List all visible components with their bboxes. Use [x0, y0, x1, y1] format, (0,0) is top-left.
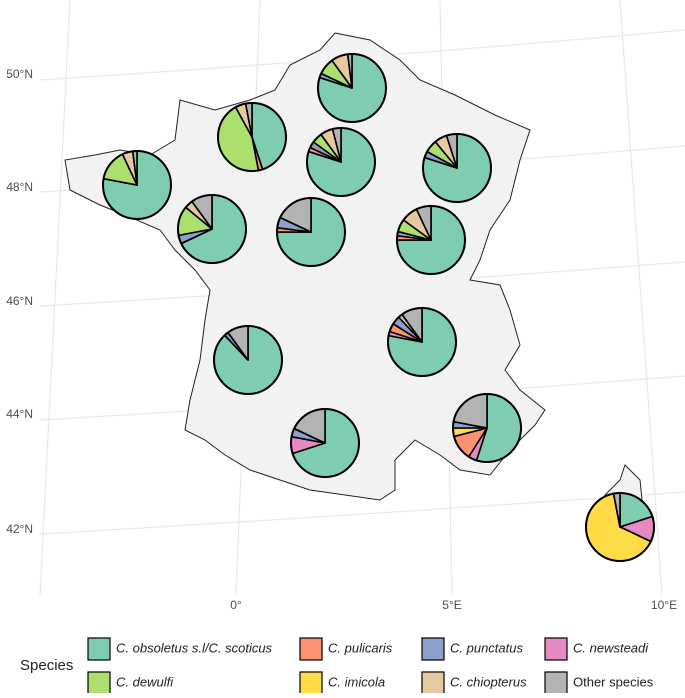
pie-outline	[213, 325, 283, 395]
pie-outline	[102, 150, 172, 220]
graticule-line	[39, 0, 71, 596]
legend-label: C. pulicaris	[328, 640, 393, 655]
pie-outline	[306, 127, 376, 197]
lat-label: 46°N	[6, 294, 33, 308]
legend-swatch	[299, 671, 323, 695]
pie-outline	[317, 53, 387, 123]
legend-swatch	[87, 671, 111, 695]
legend-swatch	[421, 671, 445, 695]
legend-swatch	[421, 637, 445, 661]
legend-title: Species	[20, 657, 73, 674]
legend-swatch	[544, 671, 568, 695]
legend-swatch	[299, 637, 323, 661]
legend-swatch	[87, 637, 111, 661]
legend-label: C. dewulfi	[116, 674, 174, 689]
pie-outline	[396, 205, 466, 275]
lon-label: 0°	[230, 598, 242, 612]
graticule-line	[619, 0, 663, 596]
pie-outline	[290, 408, 360, 478]
lat-label: 44°N	[6, 407, 33, 421]
legend-label: C. punctatus	[450, 640, 523, 655]
legend-swatch	[544, 637, 568, 661]
pie-outline	[217, 102, 287, 172]
legend-label: Other species	[573, 674, 654, 689]
pie-outline	[452, 393, 522, 463]
lat-label: 42°N	[6, 522, 33, 536]
france-outline	[64, 32, 546, 501]
pie-outline	[387, 307, 457, 377]
pie-outline	[276, 197, 346, 267]
lon-label: 5°E	[442, 598, 461, 612]
pie-outline	[177, 194, 247, 264]
graticule-line	[39, 491, 685, 535]
pie-outline	[585, 492, 655, 562]
lat-label: 50°N	[6, 67, 33, 81]
legend-label: C. chiopterus	[450, 674, 527, 689]
legend-label: C. obsoletus s.l/C. scoticus	[116, 640, 273, 655]
legend-label: C. newsteadi	[573, 640, 649, 655]
lon-label: 10°E	[651, 598, 677, 612]
lat-label: 48°N	[6, 180, 33, 194]
legend-label: C. imicola	[328, 674, 385, 689]
pie-outline	[422, 133, 492, 203]
